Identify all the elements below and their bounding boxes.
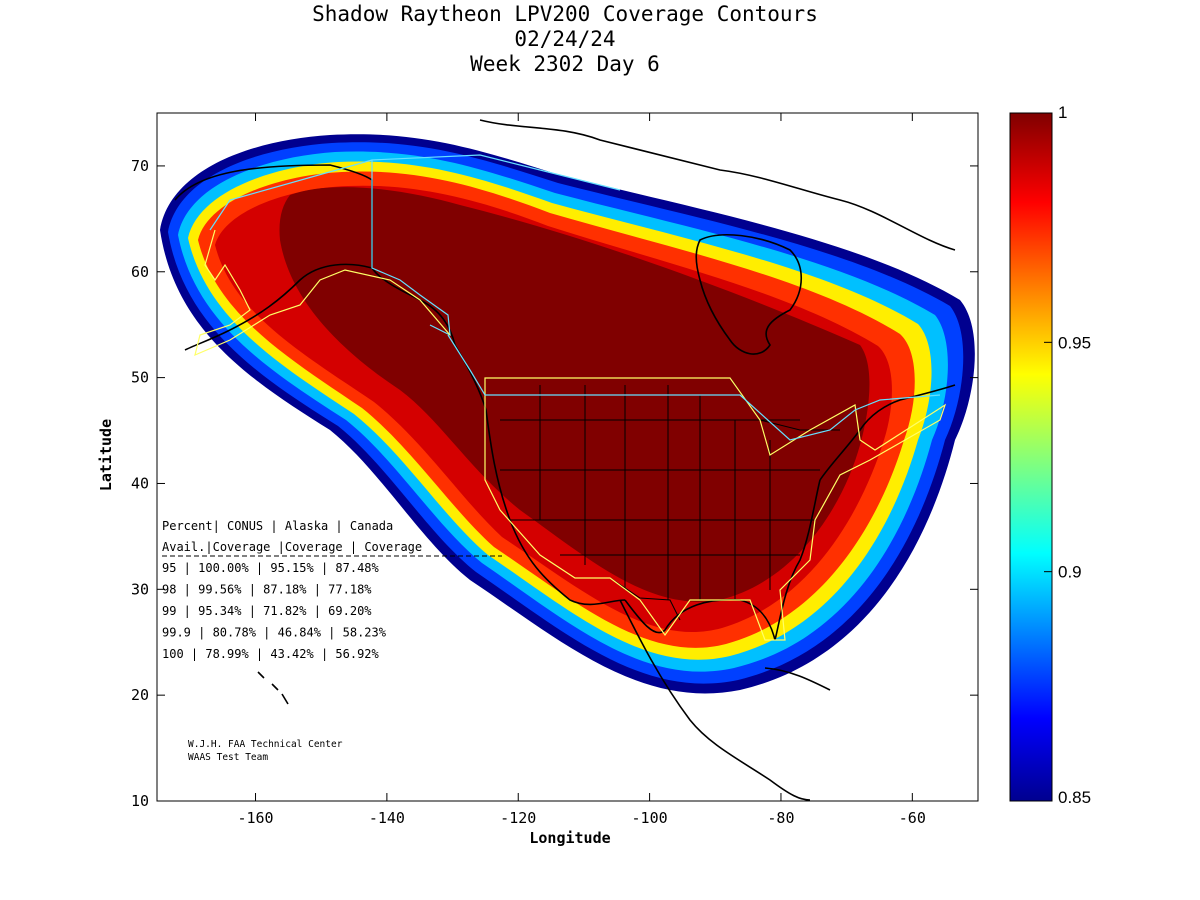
table-header-row-1: Percent| CONUS | Alaska | Canada xyxy=(162,519,393,533)
colorbar-label: 0.9 xyxy=(1058,563,1082,582)
x-axis-ticks: -160 -140 -120 -100 -80 -60 xyxy=(237,113,926,827)
credit-line-1: W.J.H. FAA Technical Center xyxy=(188,739,343,750)
colorbar xyxy=(1009,112,1053,802)
x-tick-label: -60 xyxy=(899,809,926,827)
table-header-row-2: Avail.|Coverage |Coverage | Coverage xyxy=(162,540,422,554)
coastlines xyxy=(174,119,956,801)
coverage-table: Percent| CONUS | Alaska | Canada Avail.|… xyxy=(162,519,502,661)
table-row: 98 | 99.56% | 87.18% | 77.18% xyxy=(162,583,372,597)
coastline-gulf xyxy=(624,479,821,641)
y-tick-label: 50 xyxy=(131,369,149,387)
y-axis-label: Latitude xyxy=(97,419,115,491)
y-tick-label: 60 xyxy=(131,263,149,281)
y-tick-label: 10 xyxy=(131,792,149,810)
y-tick-label: 20 xyxy=(131,686,149,704)
canada-boundary xyxy=(447,334,941,441)
x-axis-label: Longitude xyxy=(529,829,610,847)
credit-line-2: WAAS Test Team xyxy=(188,752,268,763)
service-boundaries xyxy=(194,154,947,641)
colorbar-label: 0.85 xyxy=(1058,788,1091,807)
x-tick-label: -80 xyxy=(767,809,794,827)
colorbar-label: 1 xyxy=(1058,103,1067,122)
table-row: 99.9 | 80.78% | 46.84% | 58.23% xyxy=(162,626,387,640)
coastline-hawaii xyxy=(257,671,289,705)
state-grid xyxy=(500,385,820,600)
alaska-service-area xyxy=(194,229,451,357)
conus-boundary xyxy=(484,377,947,641)
coastline-westcoast xyxy=(454,344,626,606)
y-axis-ticks: 70 60 50 40 30 20 10 xyxy=(131,157,978,810)
coastline-arctic xyxy=(479,119,956,251)
x-tick-label: -100 xyxy=(632,809,668,827)
chart-week: Week 2302 Day 6 xyxy=(470,52,660,76)
y-tick-label: 40 xyxy=(131,474,149,492)
y-tick-label: 70 xyxy=(131,157,149,175)
chart-title: Shadow Raytheon LPV200 Coverage Contours xyxy=(312,2,818,26)
coastline-hudson-bay xyxy=(695,234,802,355)
colorbar-ticks: 1 0.95 0.9 0.85 xyxy=(1044,103,1091,807)
coastline-alaska xyxy=(174,164,456,351)
x-tick-label: -160 xyxy=(237,809,273,827)
plot-border xyxy=(156,112,979,802)
table-row: 100 | 78.99% | 43.42% | 56.92% xyxy=(162,647,380,661)
coastline-cuba xyxy=(764,667,831,691)
table-row: 99 | 95.34% | 71.82% | 69.20% xyxy=(162,604,372,618)
x-tick-label: -120 xyxy=(500,809,536,827)
coastline-eastcoast xyxy=(819,384,956,481)
colorbar-label: 0.95 xyxy=(1058,333,1091,352)
x-tick-label: -140 xyxy=(369,809,405,827)
table-row: 95 | 100.00% | 95.15% | 87.48% xyxy=(162,561,380,575)
table-rows: 95 | 100.00% | 95.15% | 87.48% 98 | 99.5… xyxy=(162,561,387,661)
y-tick-label: 30 xyxy=(131,580,149,598)
coastline-mexico xyxy=(619,599,811,801)
chart-date: 02/24/24 xyxy=(514,27,616,51)
